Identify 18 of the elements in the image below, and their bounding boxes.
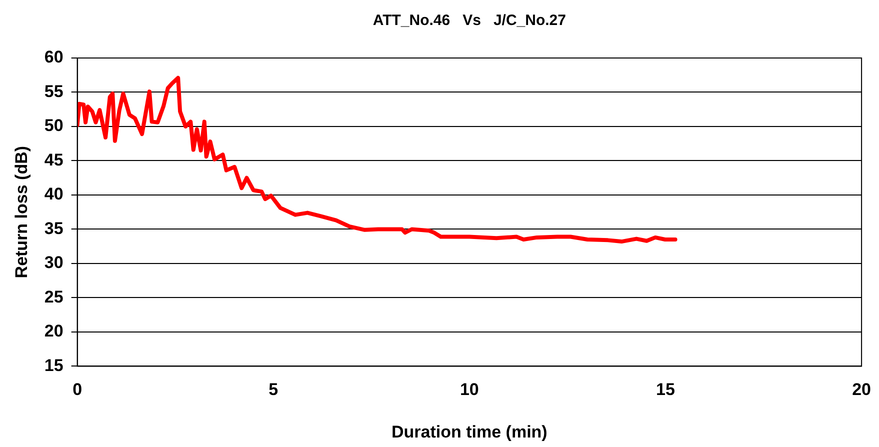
chart-title: ATT_No.46 Vs J/C_No.27 xyxy=(372,12,566,30)
x-tick-label: 0 xyxy=(72,380,82,400)
x-axis-title: Duration time (min) xyxy=(392,422,548,442)
x-tick-label: 5 xyxy=(268,380,278,400)
y-tick-label: 50 xyxy=(44,116,64,136)
x-tick-label: 15 xyxy=(656,380,675,400)
y-tick-label: 45 xyxy=(44,150,64,170)
y-tick-label: 30 xyxy=(44,253,64,272)
y-tick-label: 60 xyxy=(44,48,64,67)
y-tick-label: 20 xyxy=(44,322,64,341)
y-axis-title: Return loss (dB) xyxy=(12,146,31,278)
y-tick-label: 15 xyxy=(44,356,64,375)
x-tick-label: 20 xyxy=(852,380,872,400)
y-tick-label: 35 xyxy=(44,218,64,238)
y-tick-label: 55 xyxy=(44,82,64,101)
x-tick-label: 10 xyxy=(460,380,479,400)
y-tick-label: 40 xyxy=(44,184,64,204)
y-tick-label: 25 xyxy=(44,287,64,306)
